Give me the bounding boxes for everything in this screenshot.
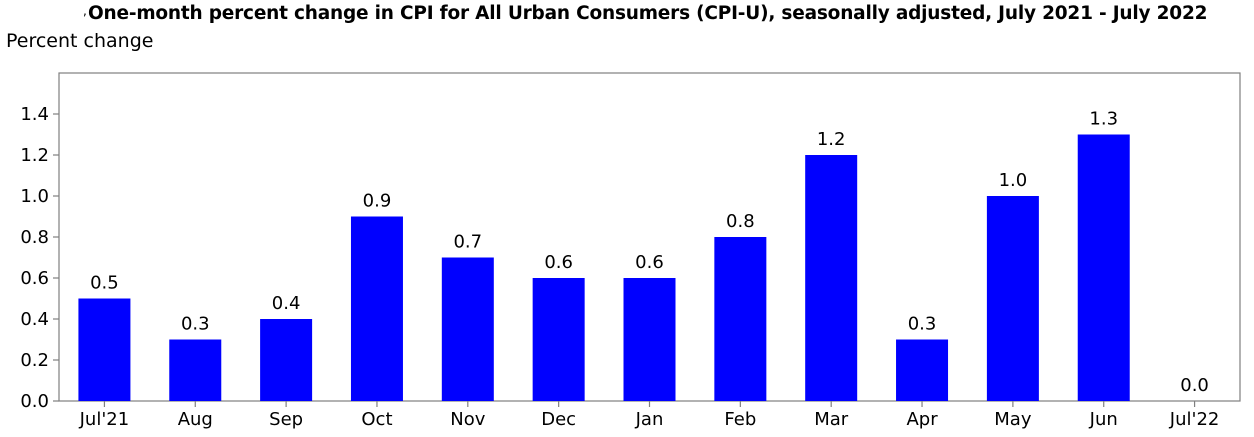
x-tick-label: Dec <box>541 409 576 430</box>
bar <box>805 155 858 401</box>
bar <box>532 278 585 401</box>
x-tick-label: Mar <box>814 409 849 430</box>
data-label-background <box>811 128 852 150</box>
data-label: 0.6 <box>635 252 664 273</box>
x-tick-label: Feb <box>724 409 756 430</box>
data-label: 1.0 <box>999 170 1028 191</box>
data-label-background <box>1083 107 1124 130</box>
bar <box>623 278 676 401</box>
data-label-background <box>266 292 307 314</box>
bar <box>441 257 494 401</box>
data-label-background <box>447 230 488 253</box>
x-tick-label: May <box>994 409 1032 430</box>
data-label-background <box>1174 374 1215 396</box>
x-tick-label: Jun <box>1089 409 1118 430</box>
y-tick-label: 1.4 <box>20 104 49 125</box>
bar <box>896 339 949 401</box>
data-label-background <box>538 251 579 273</box>
y-axis-label: Percent change <box>6 30 154 52</box>
data-label: 0.3 <box>181 314 210 335</box>
data-label: 0.4 <box>272 293 301 314</box>
bar <box>260 319 313 401</box>
y-tick-label: 0.8 <box>20 227 49 248</box>
data-label: 0.6 <box>544 252 573 273</box>
bar <box>1077 134 1130 401</box>
data-label: 0.5 <box>90 273 119 294</box>
data-label: 0.3 <box>908 314 937 335</box>
x-tick-label: Jan <box>635 409 664 430</box>
data-label-background <box>175 312 216 335</box>
title-mark: , <box>83 4 87 18</box>
bar <box>78 298 131 401</box>
y-tick-label: 1.0 <box>20 186 49 207</box>
y-tick-label: 0.2 <box>20 350 49 371</box>
x-tick-label: Oct <box>361 409 392 430</box>
data-label-background <box>992 169 1033 191</box>
x-tick-label: Nov <box>450 409 485 430</box>
data-label-background <box>902 312 943 335</box>
data-label-background <box>84 271 125 294</box>
data-label: 0.8 <box>726 211 755 232</box>
y-tick-label: 0.6 <box>20 268 49 289</box>
x-tick-label: Apr <box>906 409 938 430</box>
chart-title: One-month percent change in CPI for All … <box>88 3 1208 24</box>
x-tick-label: Aug <box>178 409 213 430</box>
data-label-background <box>629 251 670 273</box>
bar <box>350 216 403 401</box>
axes: 0.0 0.2 0.4 0.6 0.8 1.0 1.2 1.4 Jul'21 Aug Sep Oct N… <box>20 72 1241 430</box>
bars <box>78 134 1130 401</box>
data-label: 1.3 <box>1089 109 1118 130</box>
data-label: 0.7 <box>453 232 482 253</box>
x-tick-label: Jul'22 <box>1169 409 1220 430</box>
data-label: 0.9 <box>363 191 392 212</box>
y-tick-label: 1.2 <box>20 145 49 166</box>
data-label: 1.2 <box>817 129 846 150</box>
data-label-background <box>356 189 397 212</box>
bar <box>986 196 1039 401</box>
data-label-background <box>720 210 761 232</box>
bar <box>714 237 767 401</box>
data-label: 0.0 <box>1180 375 1209 396</box>
x-tick-label: Jul'21 <box>79 409 130 430</box>
y-tick-label: 0.0 <box>20 391 49 412</box>
y-tick-label: 0.4 <box>20 309 49 330</box>
data-labels: 0.5 0.3 0.4 0.9 0.7 0.6 0.6 0.8 1.2 0.3 1.0 1.3 0.0 <box>84 107 1215 396</box>
bar <box>169 339 222 401</box>
x-tick-label: Sep <box>269 409 303 430</box>
